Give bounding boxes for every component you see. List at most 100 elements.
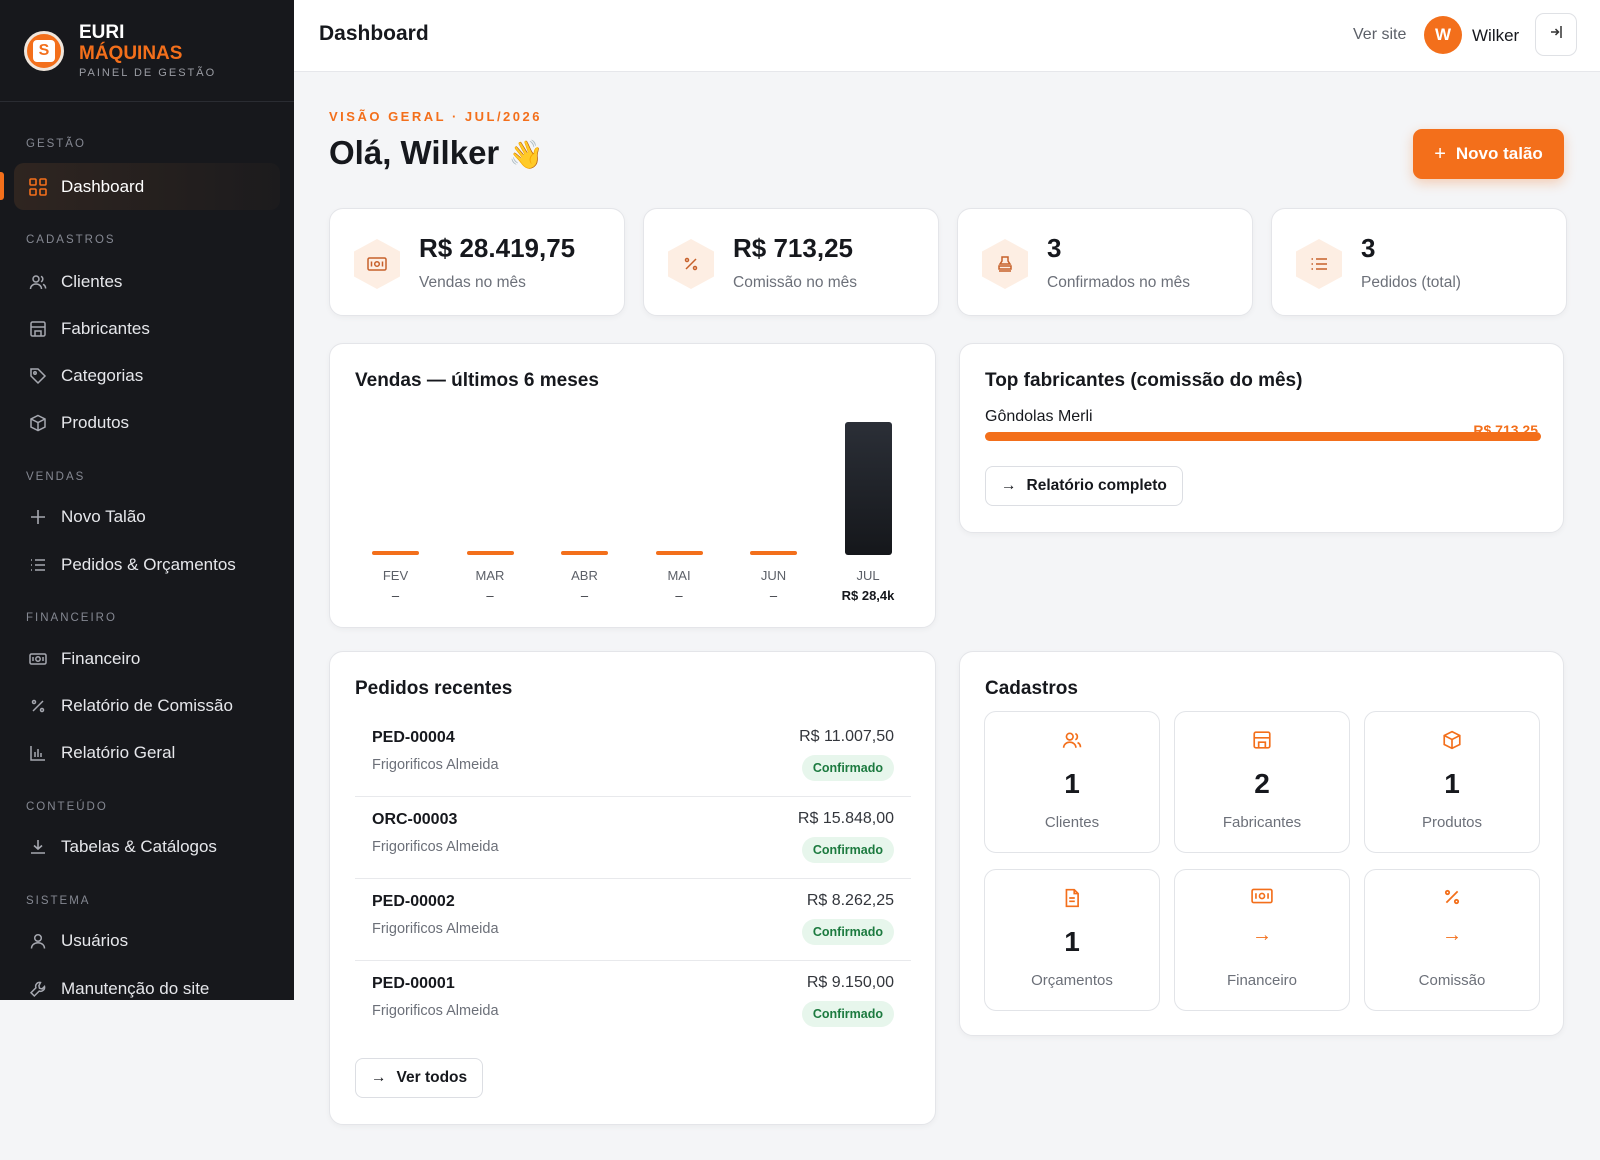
tile-value: 1	[1064, 926, 1080, 957]
tile-fabricantes[interactable]: 2 Fabricantes	[1174, 711, 1350, 853]
document-icon	[985, 888, 1159, 913]
tile-label: Clientes	[1044, 814, 1100, 831]
stat-card-confirmados: 3 Confirmados no mês	[957, 208, 1253, 316]
sidebar-item-relatorio-geral[interactable]: Relatório Geral	[14, 729, 280, 776]
header-title: Dashboard	[319, 22, 429, 45]
sidebar-item-dashboard[interactable]: Dashboard	[14, 163, 280, 210]
logo-icon: S	[24, 30, 64, 71]
plus-icon: +	[1434, 142, 1446, 165]
avatar[interactable]: W	[1424, 16, 1462, 54]
fabricante-amount: R$ 713,25	[1473, 422, 1538, 432]
sidebar-item-fabricantes[interactable]: Fabricantes	[14, 305, 280, 352]
tile-value: 1	[1444, 768, 1460, 799]
order-client: Frigorificos Almeida	[372, 921, 499, 937]
arrow-right-icon: →	[1442, 924, 1462, 946]
chart-month-label: FEV	[382, 568, 409, 583]
grid-icon	[28, 177, 48, 197]
user-name[interactable]: Wilker	[1472, 26, 1520, 45]
sidebar-item-categorias[interactable]: Categorias	[14, 352, 280, 399]
fabricante-progress	[985, 432, 1541, 441]
stat-card-pedidos: 3 Pedidos (total)	[1271, 208, 1567, 316]
relatorio-completo-button[interactable]: → Relatório completo	[985, 466, 1183, 506]
sidebar-item-relatorio-comissao[interactable]: Relatório de Comissão	[14, 682, 280, 729]
sidebar-item-pedidos[interactable]: Pedidos & Orçamentos	[14, 541, 280, 588]
order-row[interactable]: PED-00001 Frigorificos Almeida R$ 9.150,…	[355, 961, 911, 1043]
overview-eyebrow: VISÃO GERAL · JUL/2026	[329, 109, 542, 124]
order-code: PED-00001	[372, 975, 455, 992]
order-row[interactable]: PED-00004 Frigorificos Almeida R$ 11.007…	[355, 715, 911, 797]
users-icon	[985, 730, 1159, 755]
order-amount: R$ 15.848,00	[797, 810, 894, 827]
sidebar-item-label: Relatório de Comissão	[61, 695, 233, 715]
sidebar-item-clientes[interactable]: Clientes	[14, 258, 280, 305]
tile-clientes[interactable]: 1 Clientes	[984, 711, 1160, 853]
tile-label: Orçamentos	[1031, 972, 1113, 989]
cadastros-title: Cadastros	[985, 678, 1078, 699]
logout-button[interactable]	[1535, 13, 1577, 56]
sidebar-item-label: Produtos	[61, 412, 130, 432]
chart-bar-jun	[750, 551, 797, 555]
chart-bar-mar	[466, 551, 514, 555]
sidebar-item-label: Relatório Geral	[61, 742, 176, 762]
brand-line2: MÁQUINAS	[79, 42, 183, 64]
chart-bar-fev	[372, 551, 419, 555]
sidebar-item-produtos[interactable]: Produtos	[14, 399, 280, 446]
ver-todos-button[interactable]: → Ver todos	[355, 1058, 484, 1098]
status-badge: Confirmado	[801, 837, 894, 863]
stat-value: 3	[1361, 233, 1376, 263]
sales-chart-card: Vendas — últimos 6 meses FEV – MAR – ABR – MAI…	[329, 343, 936, 628]
chart-month-label: ABR	[571, 568, 598, 583]
tile-produtos[interactable]: 1 Produtos	[1364, 711, 1540, 853]
order-client: Frigorificos Almeida	[372, 1003, 499, 1019]
sidebar-item-label: Manutenção do site	[61, 978, 210, 998]
logout-icon	[1548, 24, 1564, 45]
stat-value: R$ 28.419,75	[419, 233, 576, 263]
stat-card-vendas: R$ 28.419,75 Vendas no mês	[329, 208, 625, 316]
order-amount: R$ 9.150,00	[806, 974, 894, 991]
sidebar-item-label: Financeiro	[61, 648, 141, 668]
status-badge: Confirmado	[801, 755, 894, 781]
sidebar-item-label: Tabelas & Catálogos	[61, 836, 217, 856]
sidebar-item-manutencao[interactable]: Manutenção do site	[14, 965, 280, 1000]
cash-icon	[28, 649, 48, 669]
sidebar-item-label: Usuários	[61, 930, 129, 950]
tile-orcamentos[interactable]: 1 Orçamentos	[984, 869, 1160, 1011]
sidebar: S EURI MÁQUINAS PAINEL DE GESTÃO GESTÃO …	[0, 0, 294, 1000]
page-greeting: Olá, Wilker 👋	[329, 134, 544, 171]
tile-comissao[interactable]: → Comissão	[1364, 869, 1540, 1011]
stat-label: Confirmados no mês	[1047, 274, 1191, 291]
cash-icon	[354, 239, 400, 289]
sidebar-item-label: Fabricantes	[61, 318, 150, 338]
wave-icon: 👋	[508, 139, 544, 170]
order-row[interactable]: ORC-00003 Frigorificos Almeida R$ 15.848…	[355, 797, 911, 879]
sidebar-item-usuarios[interactable]: Usuários	[14, 917, 280, 964]
stat-value: R$ 713,25	[733, 233, 853, 263]
brand-line1: EURI	[79, 21, 125, 43]
download-icon	[28, 837, 48, 857]
order-row[interactable]: PED-00002 Frigorificos Almeida R$ 8.262,…	[355, 879, 911, 961]
section-conteudo: CONTEÚDO	[26, 801, 108, 813]
tile-financeiro[interactable]: → Financeiro	[1174, 869, 1350, 1011]
sidebar-item-financeiro[interactable]: Financeiro	[14, 635, 280, 682]
chart-month-label: MAR	[475, 568, 505, 583]
section-sistema: SISTEMA	[26, 895, 91, 907]
wrench-icon	[28, 979, 48, 999]
sidebar-item-tabelas[interactable]: Tabelas & Catálogos	[14, 823, 280, 870]
status-badge: Confirmado	[801, 919, 894, 945]
chart-bar-mai	[655, 551, 703, 555]
ver-site-link[interactable]: Ver site	[1353, 26, 1407, 43]
plus-icon	[28, 507, 48, 527]
section-financeiro: FINANCEIRO	[26, 612, 117, 624]
novo-talao-button[interactable]: + Novo talão	[1413, 129, 1564, 179]
chart-value-label: –	[675, 588, 683, 603]
sidebar-item-label: Categorias	[61, 365, 144, 385]
cash-icon	[1175, 888, 1349, 909]
sidebar-item-novo-talao[interactable]: Novo Talão	[14, 493, 280, 540]
brand[interactable]: S EURI MÁQUINAS PAINEL DE GESTÃO	[0, 0, 294, 102]
bar-chart-icon	[28, 743, 48, 763]
order-code: PED-00004	[372, 729, 455, 746]
order-code: ORC-00003	[372, 811, 458, 828]
sidebar-item-label: Clientes	[61, 271, 123, 291]
chart-value-label: –	[769, 588, 778, 603]
tile-label: Financeiro	[1226, 972, 1298, 989]
